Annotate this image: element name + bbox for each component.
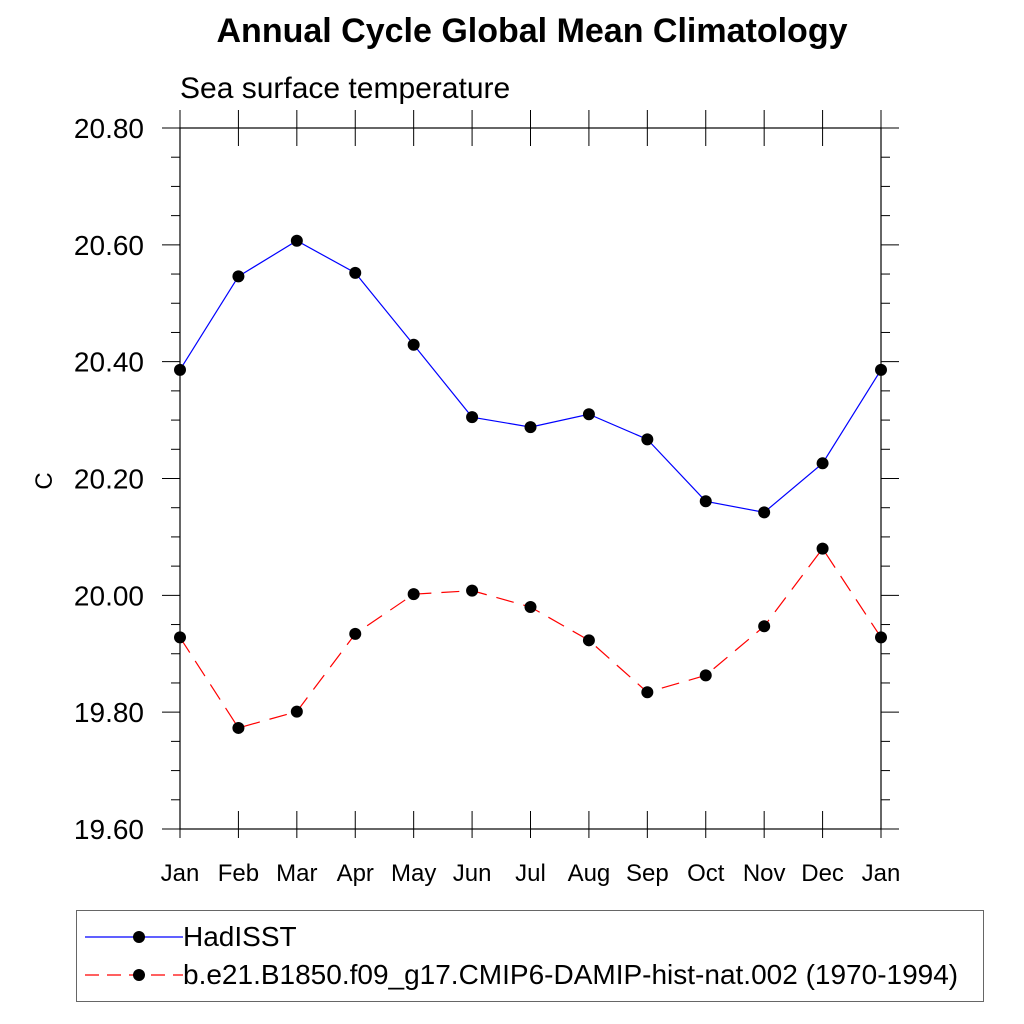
data-point-series-0 [466, 411, 479, 424]
legend-symbol-hadisst [85, 931, 183, 943]
x-tick-label: Mar [276, 860, 317, 887]
series-line-1 [179, 547, 882, 729]
data-point-series-0 [875, 363, 887, 376]
y-tick-label: 20.00 [74, 580, 144, 611]
x-tick-label: Jan [161, 860, 200, 887]
chart-title: Annual Cycle Global Mean Climatology [216, 12, 848, 50]
series-line-0 [179, 240, 882, 514]
data-point-series-0 [524, 421, 537, 434]
data-point-series-1 [466, 584, 479, 597]
data-point-series-1 [641, 686, 654, 699]
x-tick-label: Jan [862, 860, 901, 887]
data-point-series-0 [582, 408, 595, 421]
legend-label-hadisst: HadISST [183, 921, 297, 952]
x-tick-label: Sep [626, 860, 669, 887]
legend-symbol-model [85, 969, 183, 981]
data-point-series-0 [407, 338, 420, 351]
data-point-series-0 [758, 506, 771, 519]
y-tick-label: 19.60 [74, 814, 144, 845]
data-point-series-1 [174, 631, 186, 644]
legend: HadISST b.e21.B1850.f09_g17.CMIP6-DAMIP-… [76, 910, 984, 1002]
data-point-series-0 [174, 363, 186, 376]
x-tick-label: Jun [453, 860, 492, 887]
data-point-series-0 [816, 457, 829, 470]
y-tick-label: 19.80 [74, 697, 144, 728]
x-tick-label: Aug [568, 860, 611, 887]
legend-item-model: b.e21.B1850.f09_g17.CMIP6-DAMIP-hist-nat… [77, 957, 983, 993]
data-point-series-1 [349, 627, 362, 640]
legend-label-model: b.e21.B1850.f09_g17.CMIP6-DAMIP-hist-nat… [183, 959, 959, 990]
legend-item-hadisst: HadISST [77, 919, 983, 955]
y-tick-label: 20.80 [74, 113, 144, 144]
x-tick-label: Feb [218, 860, 259, 887]
data-point-series-1 [232, 721, 245, 734]
plot-frame [179, 127, 882, 830]
x-tick-label: Oct [687, 860, 725, 887]
x-tick-label: Nov [743, 860, 786, 887]
data-point-series-1 [816, 542, 829, 555]
data-point-series-1 [699, 669, 712, 682]
y-tick-label: 20.40 [74, 347, 144, 378]
y-tick-label: 20.60 [74, 230, 144, 261]
data-point-series-1 [758, 620, 771, 633]
x-tick-label: Dec [801, 860, 844, 887]
data-point-series-1 [524, 601, 537, 614]
data-point-series-1 [875, 631, 887, 644]
x-tick-label: May [391, 860, 436, 887]
data-point-series-0 [699, 495, 712, 508]
chart-subtitle: Sea surface temperature [180, 72, 511, 105]
x-tick-label: Apr [337, 860, 374, 887]
data-point-series-1 [407, 588, 420, 601]
data-point-series-0 [641, 433, 654, 446]
data-point-series-1 [290, 705, 303, 718]
data-point-series-1 [582, 634, 595, 647]
data-point-series-0 [349, 266, 362, 279]
x-tick-label: Jul [515, 860, 546, 887]
data-point-series-0 [232, 270, 245, 283]
y-tick-label: 20.20 [74, 464, 144, 495]
data-point-series-0 [290, 234, 303, 247]
